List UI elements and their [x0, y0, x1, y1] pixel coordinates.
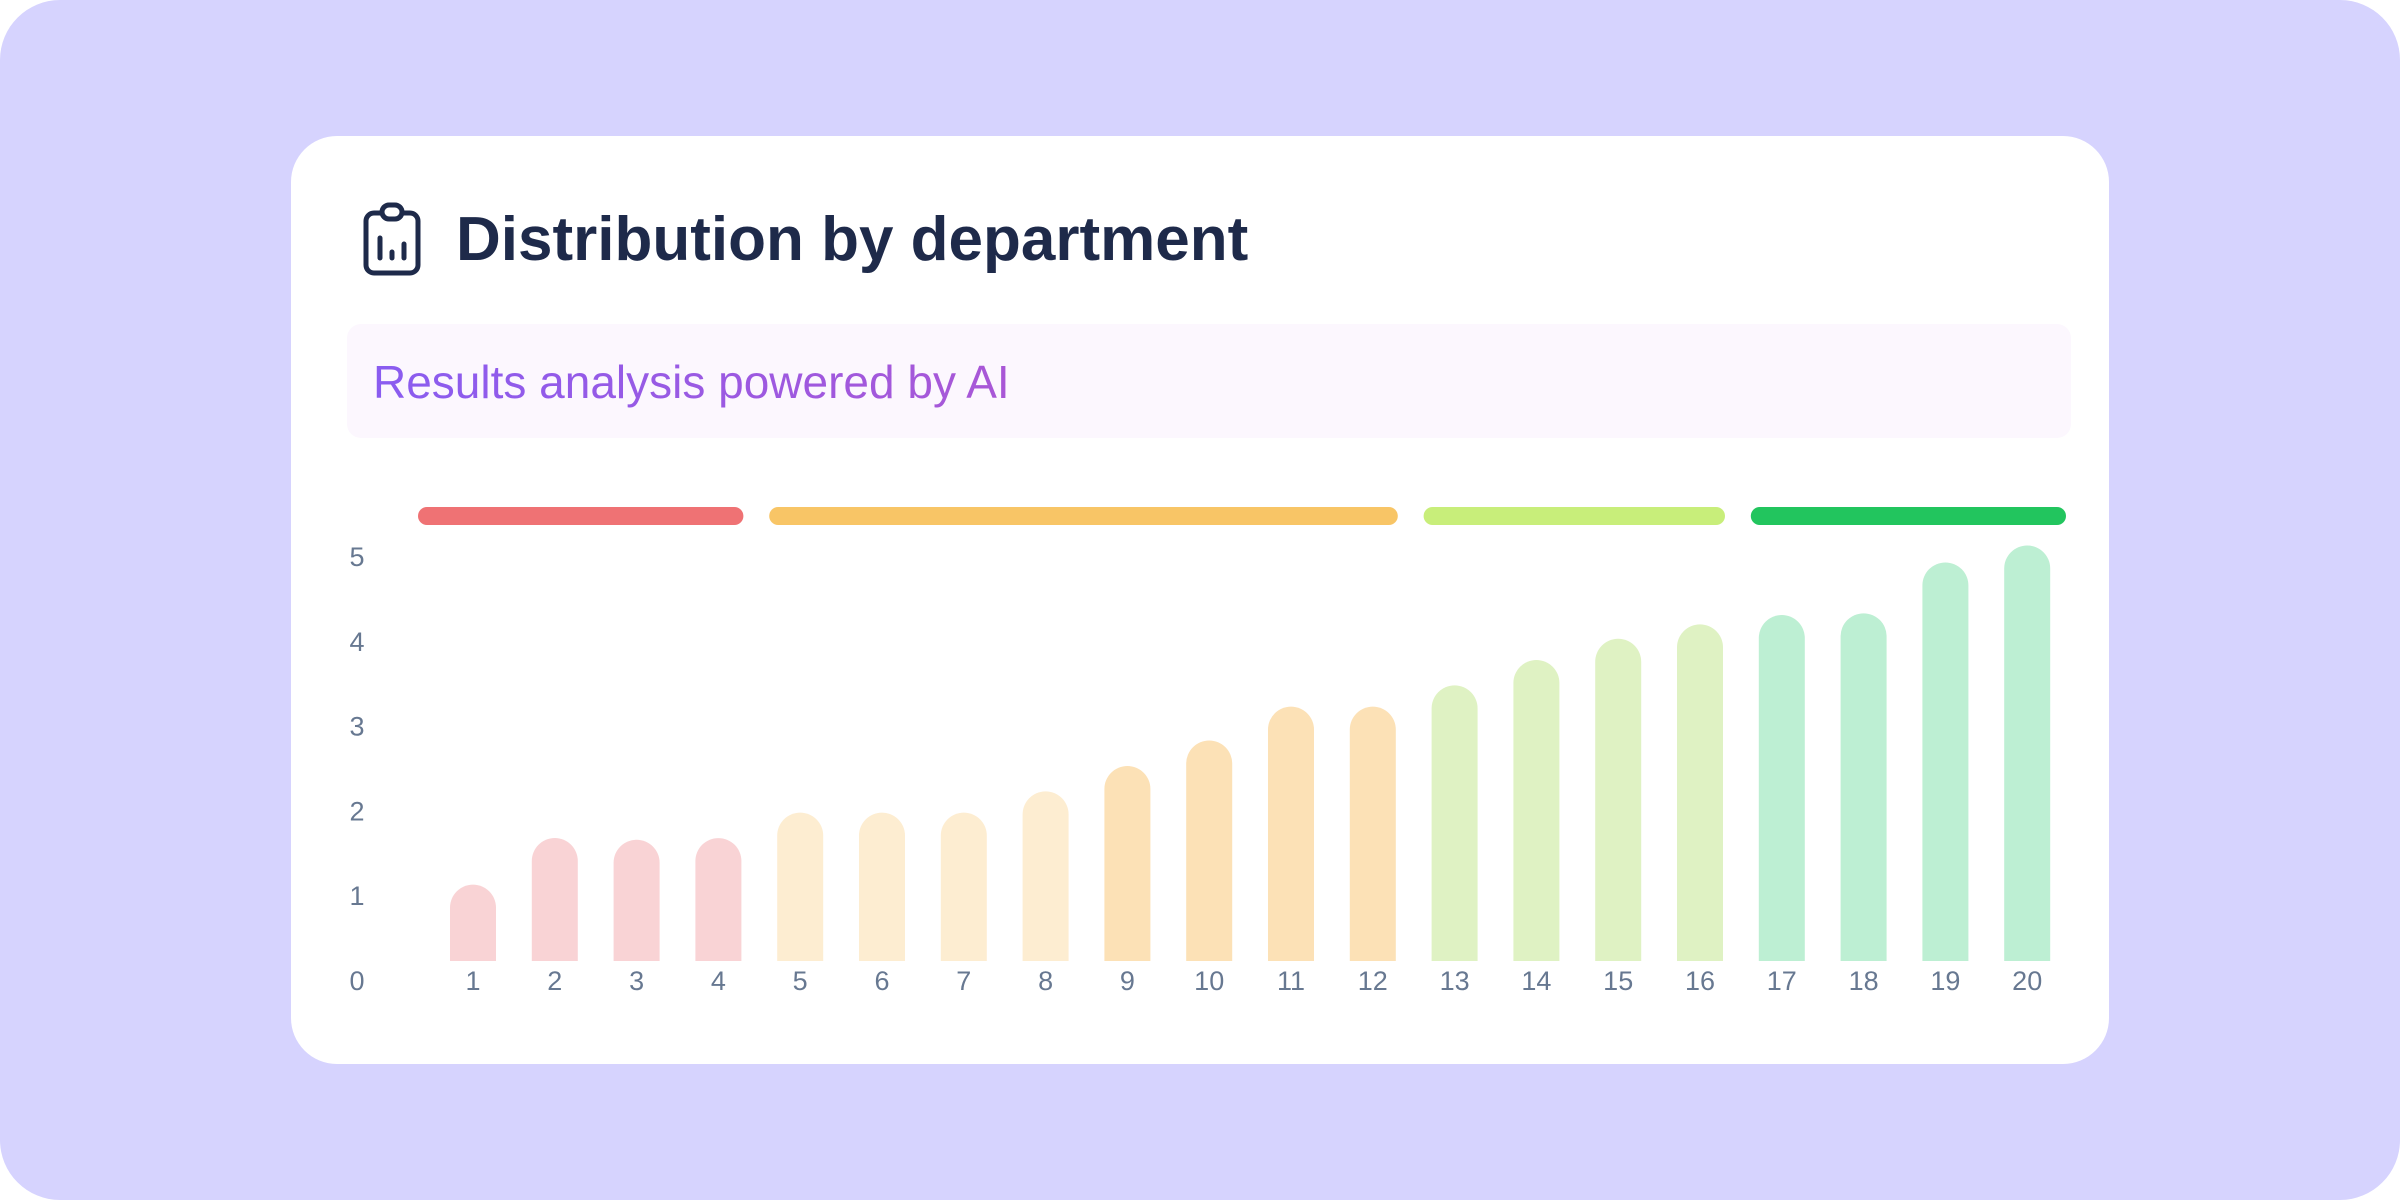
range-band-2	[769, 507, 1398, 525]
y-tick-label: 4	[349, 627, 364, 657]
clipboard-chart-icon	[363, 202, 421, 276]
x-tick-label: 4	[711, 966, 726, 996]
y-tick-label: 1	[349, 881, 364, 911]
range-band-4	[1750, 507, 2066, 525]
bar-6	[859, 812, 905, 961]
bar-12	[1349, 706, 1396, 961]
bar-4	[695, 838, 742, 961]
bar-13	[1431, 685, 1478, 961]
x-tick-label: 14	[1521, 966, 1551, 996]
bar-20	[2004, 545, 2051, 961]
bar-16	[1677, 624, 1723, 961]
ai-analysis-text: Results analysis powered by AI	[373, 356, 1010, 408]
bar-11	[1268, 706, 1314, 961]
x-tick-label: 9	[1120, 966, 1135, 996]
x-tick-label: 10	[1194, 966, 1224, 996]
bar-2	[531, 838, 578, 961]
y-tick-label: 0	[349, 966, 364, 996]
x-tick-label: 8	[1038, 966, 1053, 996]
bar-17	[1758, 615, 1805, 961]
x-tick-label: 7	[956, 966, 971, 996]
bar-18	[1840, 613, 1887, 961]
bar-15	[1595, 638, 1642, 961]
x-tick-label: 20	[2012, 966, 2042, 996]
x-tick-label: 3	[629, 966, 644, 996]
x-tick-label: 5	[793, 966, 808, 996]
range-band-1	[418, 507, 744, 525]
x-tick-label: 19	[1930, 966, 1960, 996]
bar-9	[1104, 765, 1151, 961]
x-tick-label: 12	[1358, 966, 1388, 996]
y-tick-label: 5	[349, 542, 364, 572]
x-tick-label: 13	[1440, 966, 1470, 996]
range-band-3	[1423, 507, 1725, 525]
x-tick-label: 6	[874, 966, 889, 996]
x-tick-label: 11	[1277, 966, 1305, 996]
bar-5	[777, 812, 824, 961]
x-tick-label: 17	[1767, 966, 1797, 996]
y-tick-label: 3	[349, 712, 364, 742]
bar-14	[1513, 659, 1560, 961]
bar-7	[940, 812, 987, 961]
bar-8	[1022, 791, 1069, 961]
bar-1	[450, 884, 496, 961]
x-tick-label: 1	[465, 966, 480, 996]
bar-3	[613, 839, 660, 961]
x-tick-label: 16	[1685, 966, 1715, 996]
bar-19	[1922, 562, 1969, 961]
x-tick-label: 18	[1849, 966, 1879, 996]
y-tick-label: 2	[349, 796, 364, 826]
ai-analysis-banner[interactable]: Results analysis powered by AI	[347, 324, 2071, 438]
x-tick-label: 2	[547, 966, 562, 996]
bar-10	[1186, 740, 1233, 961]
page-title: Distribution by department	[456, 205, 1249, 274]
x-tick-label: 15	[1603, 966, 1633, 996]
